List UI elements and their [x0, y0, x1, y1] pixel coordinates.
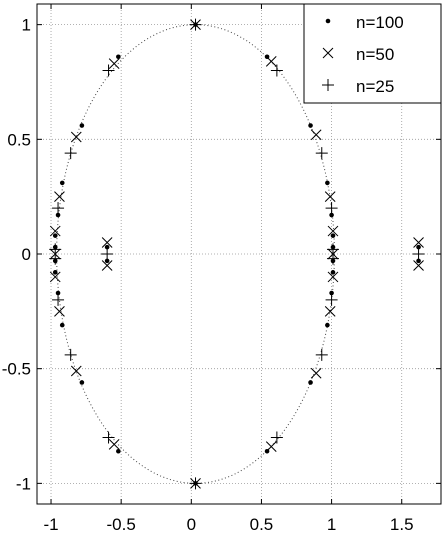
- reference-curve-group: [56, 24, 335, 484]
- point-n-25: [189, 18, 202, 31]
- x-tick-label: -0.5: [107, 515, 136, 534]
- point-n-100: [79, 380, 85, 385]
- legend-marker: [322, 79, 334, 91]
- point-n-50: [413, 237, 424, 248]
- point-n-25: [325, 293, 338, 306]
- legend-marker: [322, 47, 334, 59]
- point-n-100: [416, 244, 421, 250]
- point-n-100: [330, 270, 336, 275]
- reference-curve: [56, 24, 335, 484]
- y-tick-label: 0: [22, 245, 31, 264]
- point-n-25: [270, 431, 283, 444]
- point-n-25: [315, 147, 328, 160]
- point-n-100: [52, 233, 58, 238]
- x-tick-label: 0.5: [250, 515, 274, 534]
- point-n-25: [412, 248, 425, 260]
- point-n-100: [116, 448, 121, 454]
- point-n-25: [102, 431, 115, 444]
- point-n-25: [64, 147, 77, 160]
- point-n-50: [70, 131, 82, 143]
- point-n-100: [308, 123, 313, 128]
- point-n-25: [64, 348, 77, 361]
- point-n-50: [54, 191, 65, 203]
- point-n-25: [102, 64, 115, 77]
- legend: n=100 n=50 n=25: [303, 3, 442, 104]
- point-n-50: [310, 367, 322, 379]
- point-n-50: [324, 191, 336, 203]
- point-n-50: [310, 129, 322, 141]
- point-n-50: [108, 58, 120, 69]
- point-n-50: [265, 441, 277, 453]
- axis-ticks: -1 -0.5 0 0.5 1 1.5 -1 -0.5 0 0.5 1: [2, 4, 441, 534]
- point-n-50: [49, 271, 61, 283]
- point-n-25: [101, 248, 114, 260]
- point-n-25: [189, 477, 202, 490]
- point-n-25: [52, 293, 65, 306]
- x-tick-label: 1.5: [390, 515, 414, 534]
- x-tick-label: 0: [187, 515, 196, 534]
- point-n-100: [330, 233, 336, 238]
- point-n-100: [79, 123, 85, 128]
- point-n-100: [59, 180, 65, 186]
- point-n-50: [324, 305, 336, 317]
- point-n-25: [315, 348, 328, 361]
- point-n-50: [265, 55, 277, 67]
- point-n-100: [55, 212, 61, 218]
- point-n-50: [327, 225, 339, 237]
- point-n-50: [49, 225, 61, 237]
- x-tick-label: 1: [327, 515, 336, 534]
- point-n-100: [104, 244, 110, 250]
- y-tick-label: 1: [22, 16, 31, 35]
- point-n-100: [59, 322, 65, 328]
- point-n-50: [54, 305, 65, 317]
- point-n-50: [101, 237, 113, 248]
- point-n-100: [416, 258, 421, 264]
- data-points: [49, 18, 425, 490]
- point-n-50: [108, 439, 120, 450]
- point-n-100: [52, 270, 58, 275]
- y-tick-label: -0.5: [2, 360, 31, 379]
- point-n-50: [101, 260, 113, 271]
- legend-label: n=100: [356, 13, 404, 32]
- point-n-100: [325, 180, 330, 186]
- point-n-100: [116, 54, 121, 60]
- point-n-100: [104, 258, 110, 264]
- point-n-50: [327, 271, 339, 283]
- legend-label: n=50: [356, 45, 394, 64]
- point-n-100: [325, 322, 330, 328]
- y-tick-label: 0.5: [7, 130, 31, 149]
- point-n-25: [325, 202, 338, 215]
- legend-marker: [325, 18, 331, 24]
- point-n-100: [55, 290, 61, 296]
- point-n-50: [413, 260, 424, 271]
- point-n-100: [329, 212, 334, 218]
- point-n-25: [326, 252, 339, 265]
- y-tick-label: -1: [16, 474, 31, 493]
- point-n-100: [329, 290, 334, 296]
- point-n-50: [70, 365, 82, 377]
- point-n-25: [49, 252, 62, 265]
- point-n-100: [308, 380, 313, 385]
- point-n-25: [270, 64, 283, 77]
- point-n-25: [52, 202, 65, 215]
- legend-label: n=25: [356, 77, 394, 96]
- x-tick-label: -1: [43, 515, 58, 534]
